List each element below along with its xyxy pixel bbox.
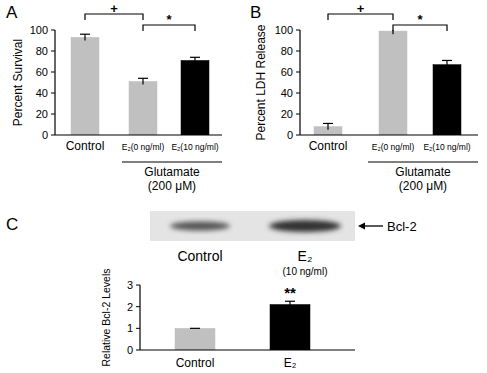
x-tick-label: E₂(0 ng/ml): [122, 142, 165, 152]
band-label: Bcl-2: [387, 219, 417, 234]
blot-band: [269, 220, 341, 232]
x-axis: [55, 134, 222, 135]
y-tick-label: 100: [30, 24, 48, 36]
bar: [175, 328, 215, 350]
error-line: [142, 78, 143, 84]
significance-mark: *: [166, 12, 172, 27]
y-tick-label: 60: [281, 66, 293, 78]
blot-background: [150, 211, 355, 241]
y-tick-label: 20: [281, 108, 293, 120]
error-line: [194, 57, 195, 63]
x-tick-label: E₂(10 ng/ml): [423, 142, 470, 152]
error-bar: [285, 301, 295, 308]
y-tick-label: 0: [287, 129, 293, 141]
y-axis-label: Percent LDH Release: [254, 24, 268, 140]
panel-0: A Percent Survival 0 20 40 60 80 100 Control E₂(0…: [6, 1, 222, 193]
y-tick-label: 1: [127, 322, 133, 334]
error-cap: [190, 57, 200, 58]
error-line: [327, 123, 328, 129]
bar: [379, 31, 407, 135]
panel-letter: A: [6, 3, 18, 22]
error-cap: [138, 78, 148, 79]
bar: [270, 305, 310, 351]
error-bar: [190, 328, 200, 329]
y-tick-label: 60: [36, 66, 48, 78]
group-label: Glutamate: [144, 165, 200, 179]
panel-1: B Percent LDH Release 0 20 40 60 80 100 Control E…: [250, 1, 478, 193]
lane-label: E₂: [298, 248, 313, 264]
figure: APercent Survival020406080100ControlE₂(0…: [0, 0, 487, 373]
bar: [129, 81, 157, 135]
error-bar: [190, 57, 200, 63]
arrow-head: [358, 223, 365, 230]
x-tick-label: E₂: [284, 356, 297, 370]
error-bar: [138, 78, 148, 84]
y-tick-label: 100: [275, 24, 293, 36]
blot-band: [170, 222, 230, 231]
western-blot: [150, 211, 355, 241]
y-tick-label: 40: [281, 87, 293, 99]
x-axis: [300, 134, 478, 135]
error-cap: [190, 328, 200, 329]
error-bar: [442, 60, 452, 68]
group-label: (200 μM): [399, 179, 447, 193]
y-axis: [139, 285, 140, 350]
y-axis-label: Relative Bcl-2 Levels: [100, 268, 112, 366]
bar: [71, 37, 99, 135]
significance-mark: +: [357, 1, 365, 16]
x-axis: [140, 349, 355, 350]
group-label: (200 μM): [148, 179, 196, 193]
bar: [433, 65, 461, 135]
x-tick-label: Control: [66, 139, 105, 153]
group-line: [368, 161, 478, 162]
y-tick-label: 2: [127, 301, 133, 313]
group-line: [122, 161, 222, 162]
group-label: Glutamate: [395, 165, 451, 179]
y-tick-label: 3: [127, 279, 133, 291]
y-tick-label: 0: [42, 129, 48, 141]
error-line: [289, 301, 290, 308]
y-axis-label: Percent Survival: [11, 39, 25, 126]
error-bar: [80, 34, 90, 40]
marks: [71, 34, 209, 135]
x-tick-label: E₂(10 ng/ml): [171, 142, 218, 152]
y-axis: [299, 30, 300, 135]
marks: [314, 30, 461, 135]
error-cap: [80, 34, 90, 35]
panel-letter: B: [250, 3, 261, 22]
error-line: [446, 60, 447, 68]
y-tick-label: 20: [36, 108, 48, 120]
bar: [181, 60, 209, 135]
lane-label: (10 ng/ml): [282, 266, 327, 277]
significance-mark: *: [417, 12, 423, 27]
significance-mark: +: [110, 1, 118, 16]
x-tick-label: E₂(0 ng/ml): [372, 142, 415, 152]
marks: [175, 301, 310, 350]
y-tick-label: 0: [127, 344, 133, 356]
error-cap: [323, 123, 333, 124]
y-tick-label: 80: [281, 45, 293, 57]
x-tick-label: Control: [176, 356, 215, 370]
panel-2: C Relative Bcl-2 Levels 0 1 2 3 Control E₂ ** Bcl…: [6, 211, 417, 370]
y-axis: [54, 30, 55, 135]
significance-mark: **: [284, 284, 296, 301]
x-tick-label: Control: [309, 139, 348, 153]
panel-letter: C: [6, 215, 18, 234]
lane-label: Control: [177, 248, 222, 264]
y-tick-label: 40: [36, 87, 48, 99]
error-cap: [442, 60, 452, 61]
y-tick-label: 80: [36, 45, 48, 57]
error-line: [84, 34, 85, 40]
error-bar: [323, 123, 333, 129]
